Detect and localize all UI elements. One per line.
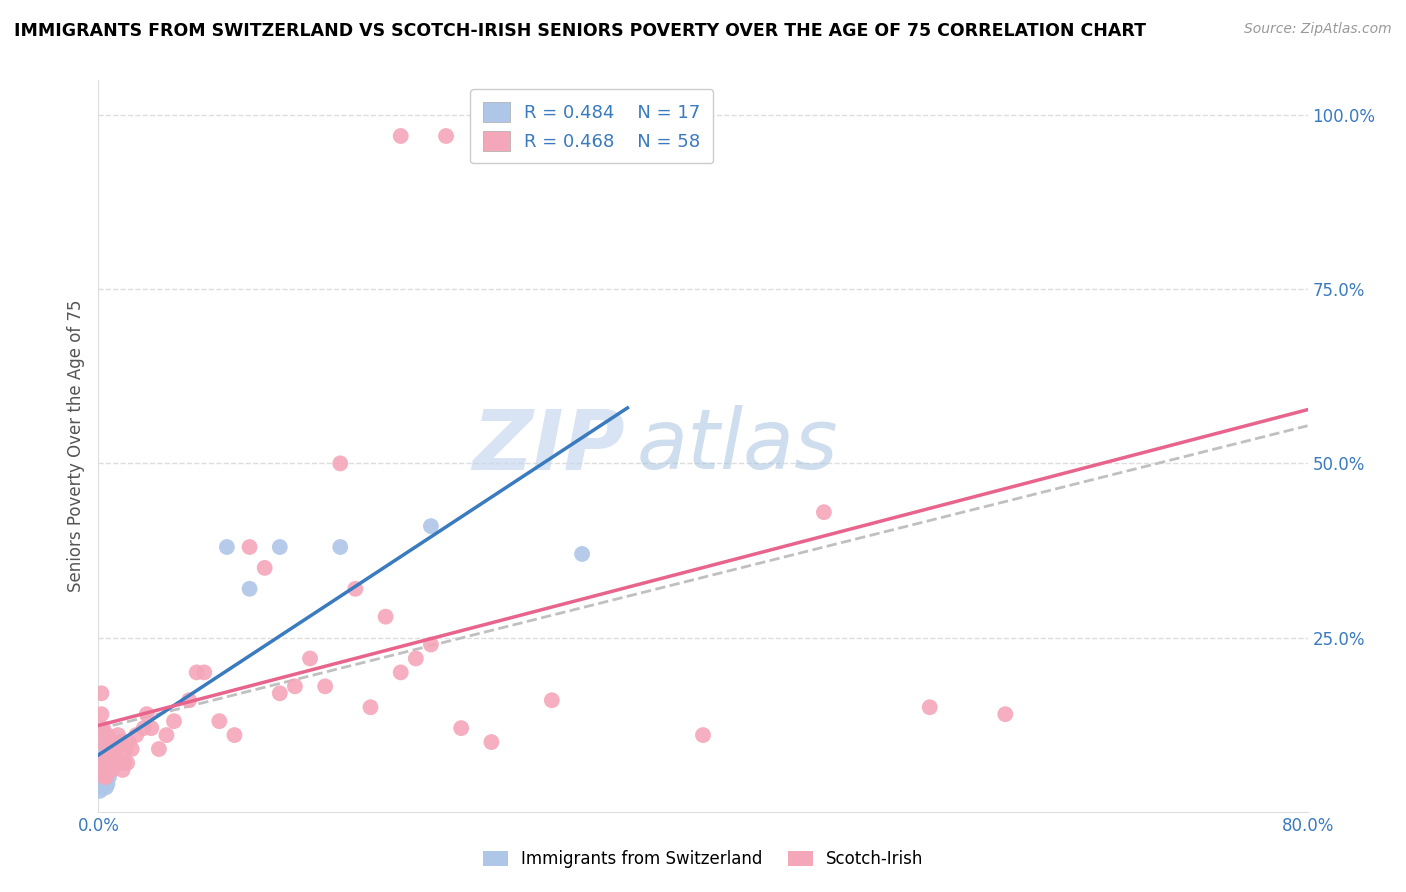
Point [94,780,117,795]
Point [132,721,155,735]
Legend: Immigrants from Switzerland, Scotch-Irish: Immigrants from Switzerland, Scotch-Iris… [477,844,929,875]
Point [96,777,118,791]
Point [90,686,112,700]
Point [329,457,352,471]
Text: IMMIGRANTS FROM SWITZERLAND VS SCOTCH-IRISH SENIORS POVERTY OVER THE AGE OF 75 C: IMMIGRANTS FROM SWITZERLAND VS SCOTCH-IR… [14,22,1146,40]
Point [93,777,115,791]
Point [115,756,138,770]
Point [93,770,115,784]
Point [89,735,111,749]
Point [163,714,186,728]
Point [344,582,367,596]
Point [450,721,472,735]
Point [90,742,112,756]
Point [571,547,593,561]
Point [125,728,148,742]
Point [179,693,201,707]
Point [224,728,246,742]
Point [329,540,352,554]
Point [314,679,336,693]
Legend: R = 0.484    N = 17, R = 0.468    N = 58: R = 0.484 N = 17, R = 0.468 N = 58 [470,89,713,163]
Point [434,128,457,143]
Y-axis label: Seniors Poverty Over the Age of 75: Seniors Poverty Over the Age of 75 [66,300,84,592]
Point [155,728,177,742]
Point [90,763,112,777]
Point [89,784,111,798]
Point [121,742,143,756]
Point [96,763,118,777]
Point [93,756,115,770]
Point [692,728,714,742]
Point [215,540,238,554]
Point [239,582,262,596]
Point [111,763,134,777]
Point [389,128,412,143]
Point [93,728,115,742]
Point [100,763,122,777]
Point [91,752,114,766]
Point [918,700,941,714]
Point [91,721,114,735]
Point [284,679,307,693]
Point [495,128,517,143]
Point [105,742,128,756]
Point [91,763,114,777]
Point [253,561,276,575]
Point [100,742,122,756]
Point [193,665,215,680]
Point [420,638,443,652]
Text: ZIP: ZIP [472,406,624,486]
Point [104,749,127,764]
Point [208,714,231,728]
Point [239,540,262,554]
Point [108,756,131,770]
Point [103,756,125,770]
Text: atlas: atlas [637,406,838,486]
Point [114,742,136,756]
Point [94,756,117,770]
Point [96,728,118,742]
Point [118,735,141,749]
Text: Source: ZipAtlas.com: Source: ZipAtlas.com [1244,22,1392,37]
Point [148,742,170,756]
Point [481,735,503,749]
Point [94,749,117,764]
Point [91,780,114,795]
Point [110,735,132,749]
Point [813,505,835,519]
Point [299,651,322,665]
Point [186,665,208,680]
Point [98,770,121,784]
Point [540,693,562,707]
Point [389,665,412,680]
Point [112,756,135,770]
Point [994,707,1017,722]
Point [135,707,157,722]
Point [405,651,427,665]
Point [141,721,163,735]
Point [101,763,124,777]
Point [103,742,125,756]
Point [94,770,117,784]
Point [90,707,112,722]
Point [269,540,291,554]
Point [98,756,121,770]
Point [101,735,124,749]
Point [269,686,291,700]
Point [420,519,443,533]
Point [360,700,382,714]
Point [374,609,396,624]
Point [107,728,129,742]
